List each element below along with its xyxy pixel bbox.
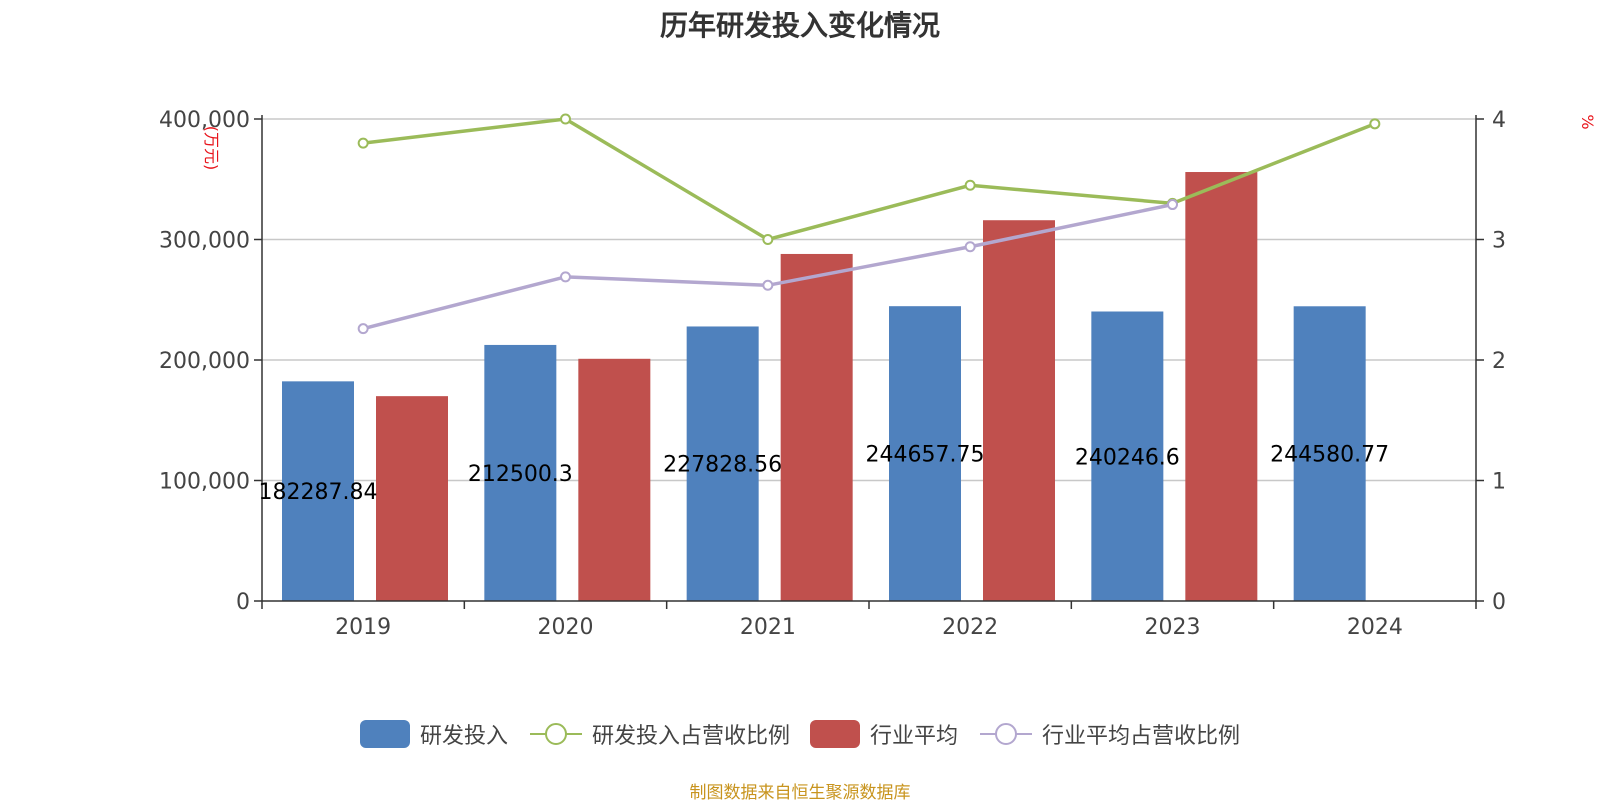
- data-label-2021: 227828.56: [663, 453, 782, 478]
- legend-label: 行业平均: [870, 724, 959, 749]
- legend-item-2[interactable]: 行业平均: [810, 718, 958, 750]
- legend-swatch: [359, 720, 410, 748]
- y-left-tick-label: 100,000: [159, 470, 250, 495]
- bar-2024-0: [1293, 306, 1366, 601]
- y-right-tick-label: 0: [1492, 590, 1506, 615]
- line-point: [1369, 118, 1381, 130]
- x-tick-label: 2022: [942, 615, 998, 640]
- legend-label: 研发投入: [419, 724, 508, 749]
- line-point: [762, 234, 774, 245]
- line-point: [560, 271, 571, 283]
- line-point: [762, 279, 774, 291]
- y-right-tick-label: 1: [1492, 470, 1506, 495]
- data-label-2019: 182287.84: [259, 480, 378, 505]
- data-label-2020: 212500.3: [468, 462, 573, 487]
- line-layer: [357, 113, 1381, 335]
- bar-2019-0: [282, 381, 354, 601]
- bar-2021-0: [686, 326, 759, 601]
- x-tick-label: 2020: [538, 615, 594, 640]
- legend-swatch: [529, 723, 582, 745]
- bar-layer: [282, 172, 1366, 601]
- data-label-2022: 244657.75: [866, 443, 985, 468]
- source-note: 制图数据来自恒生聚源数据库: [689, 783, 911, 803]
- bar-2023-0: [1091, 311, 1164, 601]
- bar-2021-1: [780, 253, 853, 601]
- x-tick-label: 2024: [1347, 615, 1403, 640]
- y-right-tick-label: 2: [1492, 349, 1506, 374]
- line-point: [357, 323, 369, 335]
- label-layer: 182287.84 212500.3 227828.56 244657.75 24024…: [259, 443, 1390, 506]
- data-label-2023: 240246.6: [1075, 445, 1180, 470]
- line-point: [964, 179, 976, 191]
- x-tick-label: 2019: [335, 615, 391, 640]
- x-tick-label: 2021: [740, 615, 796, 640]
- chart-title: 历年研发投入变化情况: [659, 9, 940, 42]
- y-left-tick-label: 400,000: [159, 108, 250, 133]
- x-tick-label: 2023: [1145, 615, 1201, 640]
- line-point: [560, 113, 571, 125]
- y-right-unit-label: %: [1578, 114, 1597, 129]
- legend: 研发投入 研发投入占营收比例 行业平均 行业平均占营收比例: [0, 718, 1600, 750]
- bar-2022-0: [889, 306, 961, 601]
- line-point: [964, 241, 976, 253]
- legend-item-3[interactable]: 行业平均占营收比例: [978, 718, 1240, 750]
- bar-2020-0: [484, 344, 557, 601]
- axis-layer: 0 100,000 200,000 300,000 400,000 0 1 2 3 4 2019 20…: [159, 108, 1597, 640]
- legend-label: 研发投入占营收比例: [591, 724, 790, 749]
- grid-layer: [262, 118, 1476, 482]
- legend-swatch: [810, 720, 860, 748]
- y-left-tick-label: 200,000: [159, 349, 250, 374]
- data-label-2024: 244580.77: [1270, 443, 1389, 468]
- y-right-tick-label: 3: [1492, 229, 1506, 254]
- bar-2020-1: [578, 358, 651, 601]
- y-left-unit-label: (万元): [202, 126, 221, 171]
- legend-label: 行业平均占营收比例: [1042, 724, 1241, 749]
- line-series-0: [362, 117, 1376, 242]
- legend-item-1[interactable]: 研发投入占营收比例: [528, 718, 790, 750]
- legend-swatch: [980, 723, 1033, 745]
- bar-2023-1: [1185, 172, 1258, 601]
- line-point: [357, 137, 369, 149]
- y-left-tick-label: 0: [236, 590, 250, 615]
- line-point: [1167, 199, 1178, 211]
- y-left-tick-label: 300,000: [159, 229, 250, 254]
- legend-item-0[interactable]: 研发投入: [359, 718, 508, 750]
- y-right-tick-label: 4: [1492, 108, 1506, 133]
- bar-2019-1: [376, 396, 448, 601]
- bar-2022-1: [983, 220, 1055, 601]
